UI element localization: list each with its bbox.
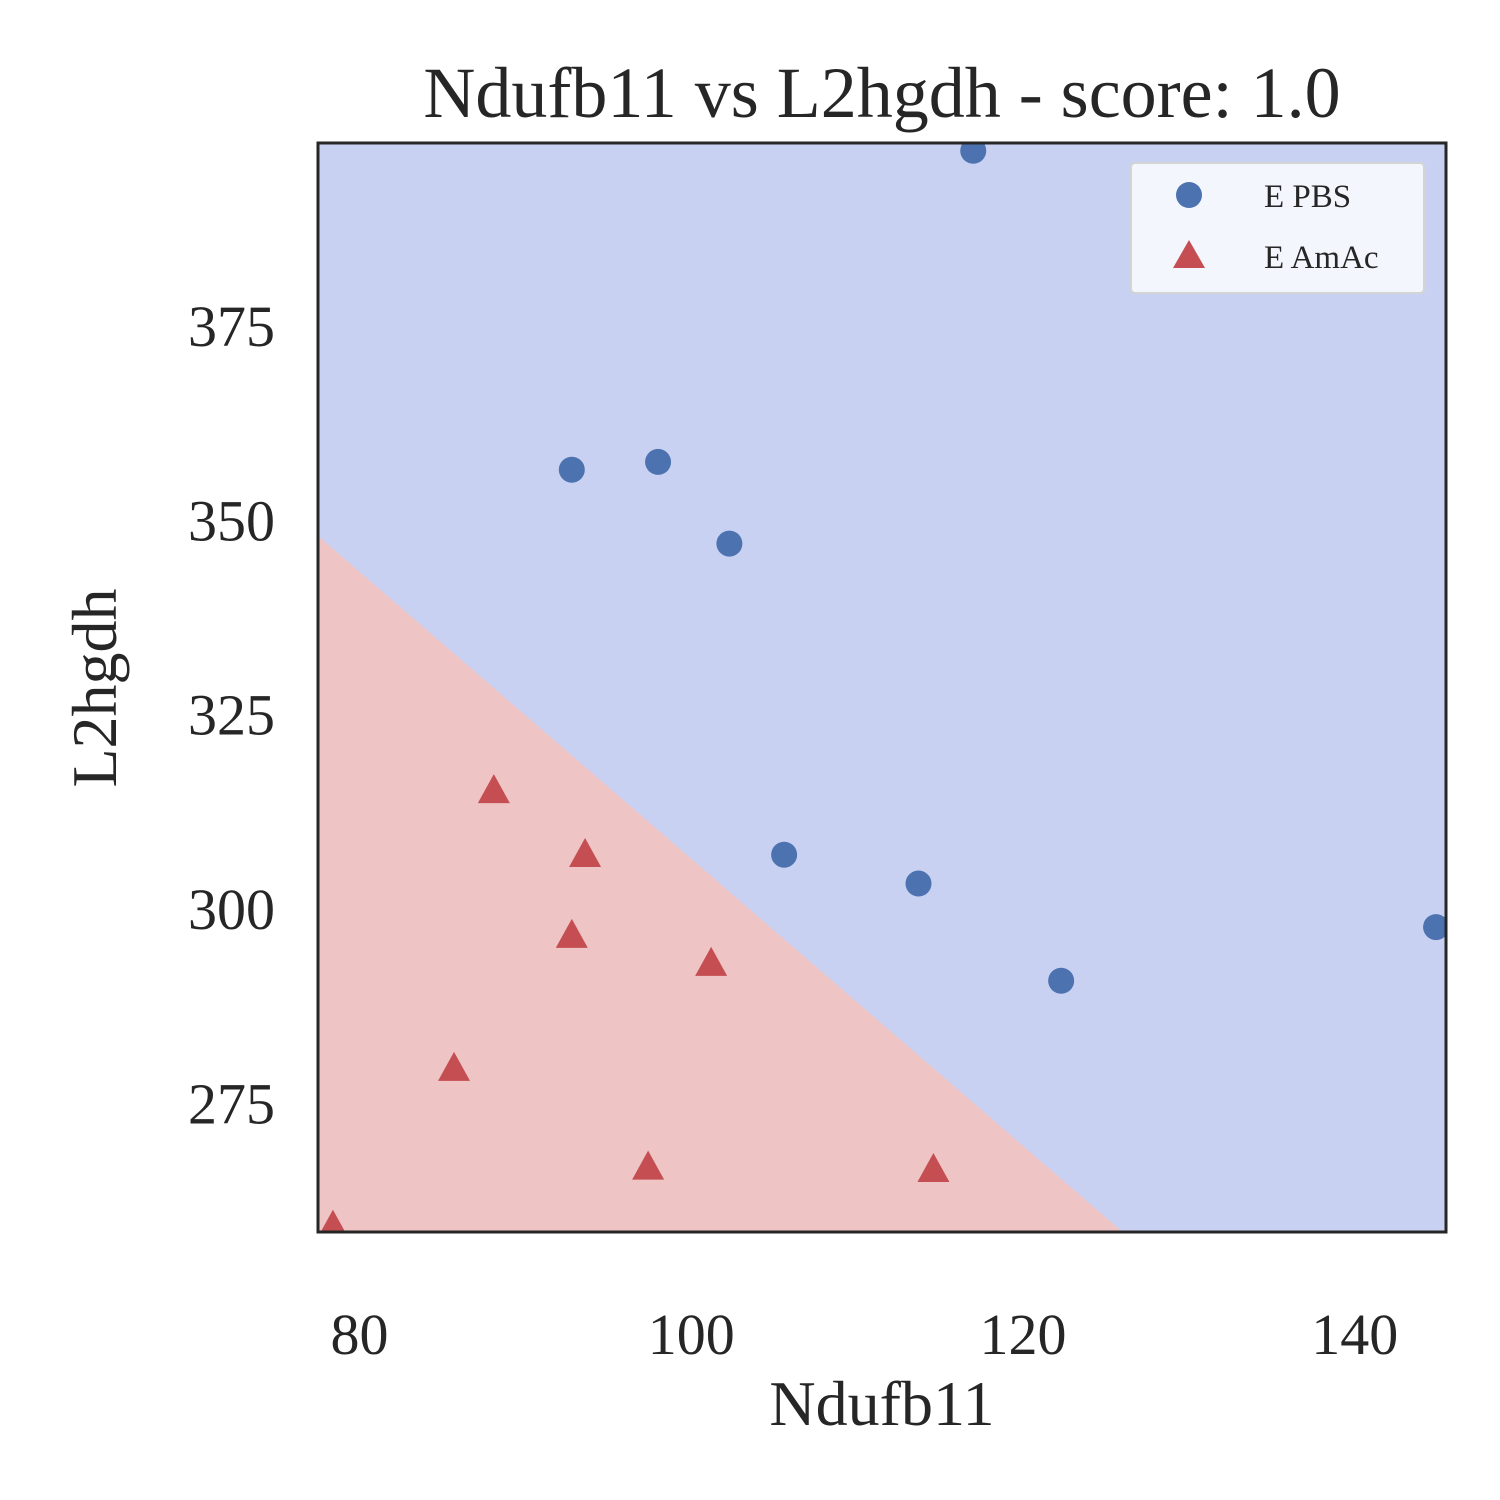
point-e-pbs — [645, 448, 672, 475]
x-tick-label: 80 — [330, 1302, 388, 1367]
point-e-pbs — [1048, 967, 1075, 994]
legend-box — [1130, 162, 1425, 294]
point-e-amac — [695, 946, 728, 976]
y-axis-label: L2hgdh — [59, 588, 130, 787]
legend-label-e-pbs: E PBS — [1264, 179, 1351, 215]
x-tick-labels: 80 100 120 140 — [330, 1302, 1398, 1367]
point-e-amac — [477, 774, 510, 804]
point-e-pbs — [960, 143, 987, 164]
point-e-pbs — [1423, 914, 1446, 941]
legend-label-e-amac: E AmAc — [1264, 240, 1379, 276]
legend-marker-e-pbs — [1176, 182, 1202, 208]
x-tick-label: 140 — [1311, 1302, 1398, 1367]
legend-marker-e-amac — [1173, 240, 1205, 268]
x-tick-label: 100 — [648, 1302, 735, 1367]
x-tick-label: 120 — [980, 1302, 1067, 1367]
y-tick-label: 300 — [188, 877, 275, 942]
point-e-amac — [569, 837, 602, 867]
point-e-pbs — [771, 841, 798, 868]
y-tick-label: 375 — [188, 294, 275, 359]
point-e-amac — [438, 1051, 471, 1081]
legend: E PBS E AmAc — [1130, 162, 1425, 294]
point-e-pbs — [716, 530, 743, 557]
plot-frame — [316, 141, 1448, 1234]
points-layer — [320, 143, 1446, 1232]
y-tick-labels: 275 300 325 350 375 — [188, 294, 275, 1137]
point-e-amac — [917, 1152, 950, 1182]
point-e-amac — [320, 1209, 346, 1232]
point-e-pbs — [558, 456, 585, 483]
plot-area — [318, 143, 1446, 1232]
region-e-amac — [318, 535, 1123, 1232]
chart-title: Ndufb11 vs L2hgdh - score: 1.0 — [423, 53, 1340, 133]
y-tick-label: 350 — [188, 488, 275, 553]
point-e-amac — [555, 918, 588, 948]
point-e-pbs — [905, 870, 932, 897]
y-tick-label: 325 — [188, 683, 275, 748]
y-tick-label: 275 — [188, 1072, 275, 1137]
point-e-amac — [632, 1150, 665, 1180]
x-axis-label: Ndufb11 — [769, 1368, 994, 1439]
